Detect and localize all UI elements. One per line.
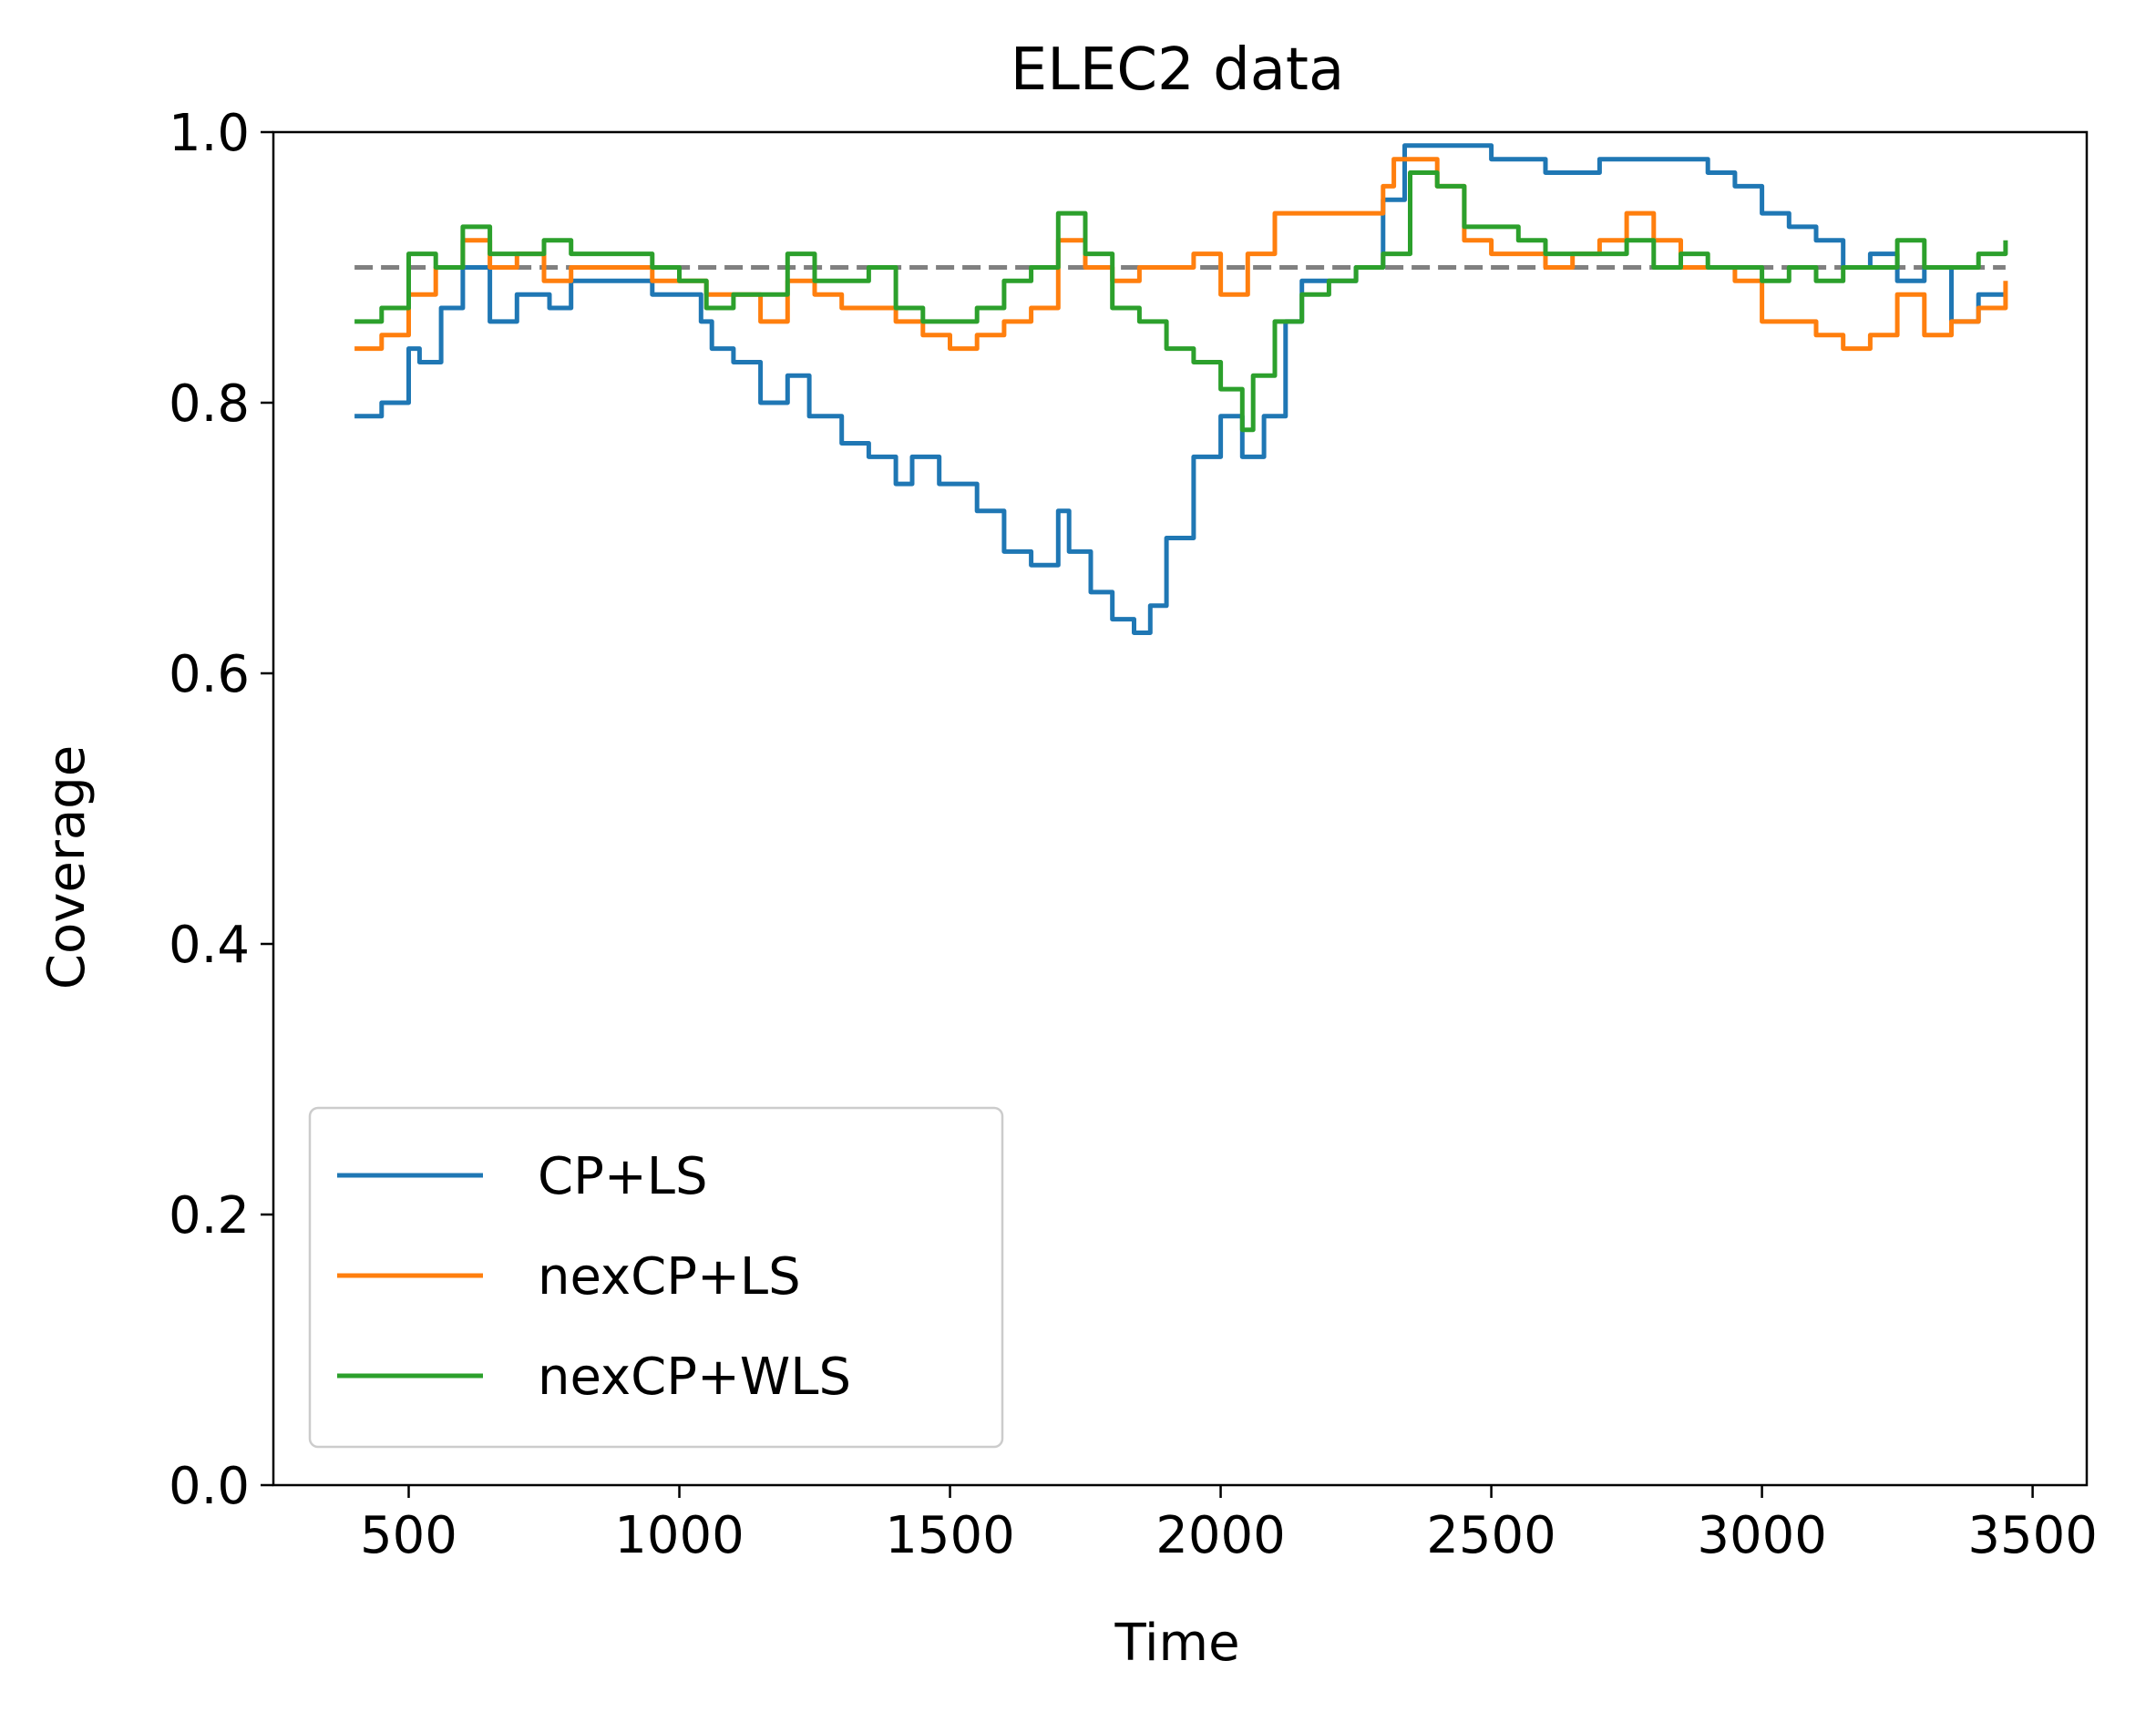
x-tick-label: 1000 (614, 1506, 744, 1565)
x-tick-label: 3000 (1697, 1506, 1827, 1565)
series-line-nexcp-ls (354, 157, 2008, 352)
legend-label-nexcp-ls: nexCP+LS (538, 1247, 801, 1307)
y-tick-label: 0.4 (169, 916, 250, 975)
y-tick-label: 0.0 (169, 1457, 250, 1516)
legend-box (308, 1106, 1004, 1449)
series-line-cp-ls (354, 143, 2006, 635)
y-axis-label: Coverage (37, 745, 97, 989)
plot-frame (272, 130, 2089, 1487)
series-line-nexcp-wls (354, 170, 2008, 433)
x-tick-label: 3500 (1967, 1506, 2098, 1565)
y-tick-label: 0.8 (169, 374, 250, 434)
legend-label-cp-ls: CP+LS (538, 1147, 708, 1206)
ticks-layer: 500 1000 1500 2000 2500 3000 3500 0.0 0.2 0.4 0.6 0… (169, 104, 2098, 1565)
legend-label-nexcp-wls: nexCP+WLS (538, 1348, 851, 1407)
x-tick-label: 2500 (1426, 1506, 1556, 1565)
x-axis-label: Time (1114, 1614, 1239, 1673)
chart-title: ELEC2 data (1011, 36, 1344, 104)
y-tick-label: 0.2 (169, 1186, 250, 1246)
legend: CP+LS nexCP+LS nexCP+WLS (308, 1106, 1004, 1449)
x-tick-label: 500 (360, 1506, 457, 1565)
series-layer (354, 143, 2008, 635)
y-tick-label: 1.0 (169, 104, 250, 163)
y-tick-label: 0.6 (169, 645, 250, 704)
x-tick-label: 1500 (885, 1506, 1015, 1565)
x-tick-label: 2000 (1155, 1506, 1286, 1565)
